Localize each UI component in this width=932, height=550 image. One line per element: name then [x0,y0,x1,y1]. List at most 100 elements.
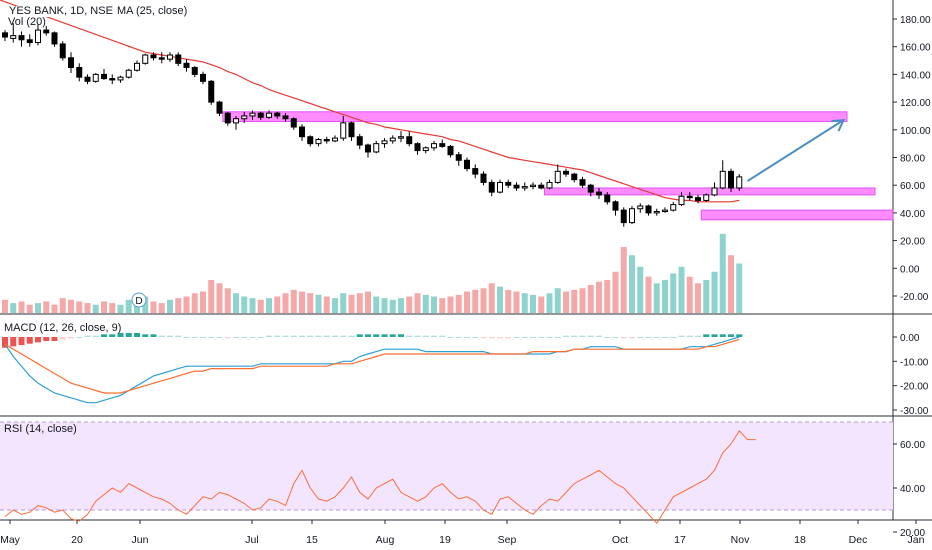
candle-body [191,66,198,75]
candle-body [142,54,149,64]
volume-bar [406,296,413,313]
macd-histogram-bar [596,335,602,337]
candle-body [604,194,611,203]
volume-bar [596,281,602,313]
support-resistance-zone [700,209,894,221]
macd-axis-label: 0.00 [900,333,920,344]
macd-histogram-bar [711,334,718,337]
volume-bar [183,296,190,313]
candle-body [92,73,99,82]
macd-histogram-bar [398,334,404,337]
macd-histogram-bar [356,334,363,337]
volume-bar [538,296,545,313]
time-axis-label: Jan [908,534,925,546]
candle-body [76,66,83,78]
volume-bar [678,266,685,313]
candle-body [670,204,677,211]
volume-bar [340,293,347,313]
macd-histogram-bar [43,337,50,342]
price-axis-label: -20.00 [900,292,929,303]
macd-histogram-bar [51,337,58,342]
macd-histogram-bar [571,335,578,337]
volume-bar [307,293,314,313]
candle-body [439,143,446,147]
macd-histogram-bar [290,335,297,337]
macd-histogram-bar [26,337,33,344]
macd-histogram-bar [389,334,396,337]
rsi-axis-label: 60.00 [900,440,925,451]
macd-histogram-bar [101,334,107,337]
volume-bar [381,298,388,313]
macd-histogram-bar [307,335,314,337]
time-axis-label: Dec [849,534,868,546]
candle-body [257,112,264,118]
macd-histogram-bar [563,335,569,337]
volume-bar [480,288,487,313]
rsi-axis-label: 20.00 [900,528,925,539]
volume-bar [26,304,33,313]
signal-line [4,338,740,394]
candle-body [290,118,297,128]
candle-body [241,115,248,120]
macd-histogram-bar [645,337,652,338]
macd-histogram-bar [620,337,627,339]
macd-histogram-bar [348,335,355,337]
candle-body [563,170,569,175]
volume-bar [356,293,363,313]
volume-bar [389,299,396,313]
volume-bar [167,299,173,313]
volume-bar [447,296,454,313]
volume-bar [282,293,289,313]
macd-histogram-bar [736,334,743,337]
macd-histogram-bar [59,337,66,340]
macd-histogram-bar [719,334,726,337]
macd-histogram-bar [35,337,41,343]
volume-bar [142,296,149,313]
volume-bar [224,288,231,313]
candle-body [579,179,586,186]
candle-body [587,184,594,193]
volume-bar [84,303,91,313]
candle-body [513,184,520,189]
legend: YES BANK, 1D, NSE MA (25, close) Vol (20… [8,6,187,28]
macd-histogram-bar [653,337,660,338]
price-axis-label: 100.00 [900,126,931,137]
candle-body [480,173,487,183]
volume-bar [299,291,305,313]
macd-histogram-bar [257,337,264,338]
volume-bar [497,286,503,313]
volume-bar [101,301,107,313]
volume-bar [332,298,338,313]
volume-bar [612,271,619,313]
macd-axis-label: -30.00 [900,406,929,417]
macd-histogram-bar [703,334,710,337]
volume-bar [51,304,58,313]
macd-histogram-bar [447,337,454,338]
rsi-band [0,422,893,510]
candle-body [117,76,124,81]
macd-axis-label: -20.00 [900,382,929,393]
candle-body [695,197,701,201]
candle-body [488,181,495,193]
volume-bar [587,284,594,313]
candle-body [719,170,726,189]
candle-body [216,101,223,114]
candle-body [299,126,305,138]
time-axis-label: 15 [306,534,318,546]
support-resistance-zone [222,111,848,122]
volume-bar [35,303,41,313]
macd-histogram-bar [521,337,528,338]
volume-bar [488,283,495,313]
macd-histogram-bar [530,337,536,338]
candle-body [101,73,107,80]
macd-histogram-bar [216,337,223,338]
volume-bar [208,280,215,313]
macd-histogram-bar [604,337,611,338]
macd-histogram-bar [612,337,619,338]
volume-bar [579,288,586,313]
volume-bar [653,283,660,313]
macd-histogram-bar [497,337,503,339]
candle-body [158,57,165,60]
volume-bar [274,296,281,313]
